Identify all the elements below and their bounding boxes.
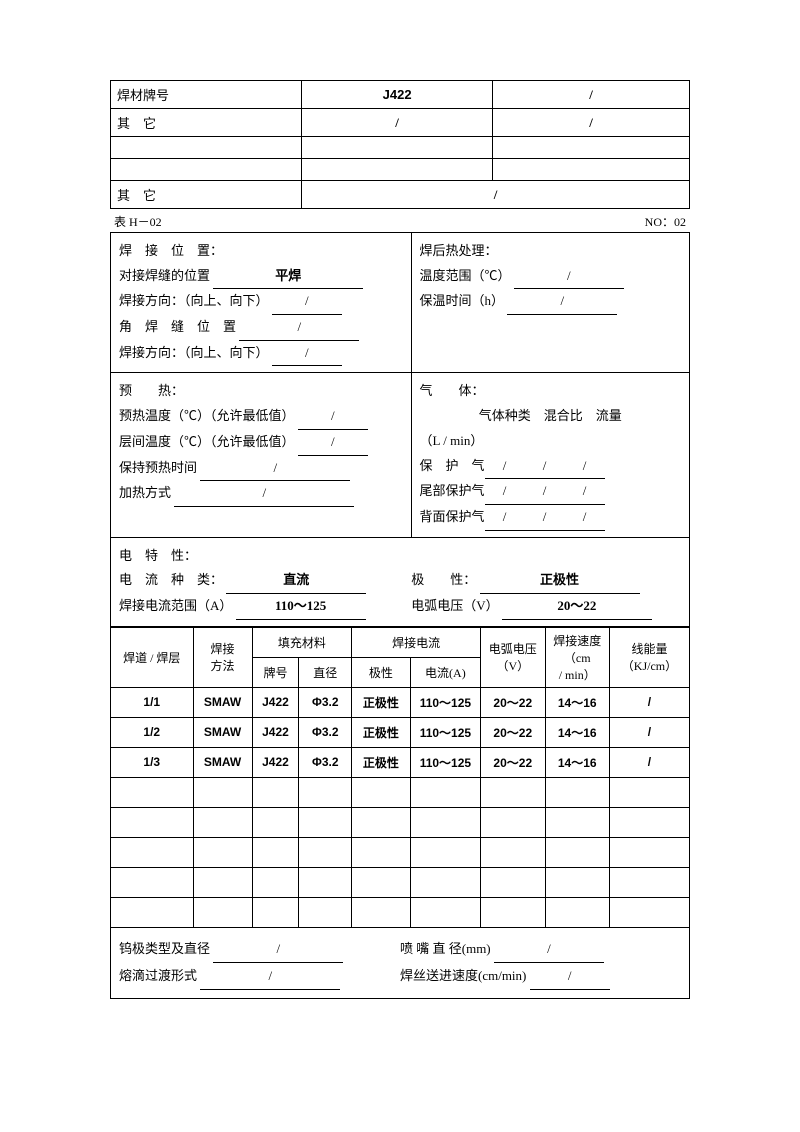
label: 尾部保护气 [420, 479, 485, 505]
label: 焊接方向：（向上、向下） [119, 293, 269, 308]
table-row: 1/1SMAWJ422Φ3.2正极性110～12520～2214～16/ [111, 687, 689, 717]
label: 角 焊 缝 位 置 [119, 319, 236, 334]
preheat-section: 预 热： 预热温度（℃）（允许最低值） / 层间温度（℃）（允许最低值） / 保… [111, 373, 412, 536]
label: 背面保护气 [420, 505, 485, 531]
page-container: 焊材牌号 J422 / 其 它 / / 其 它 / 表 H－02 NO：02 焊… [110, 80, 690, 999]
value: / [272, 289, 342, 315]
cell: / [589, 115, 593, 130]
value: / [494, 936, 604, 963]
label: 电 流 种 类： [119, 572, 223, 587]
label: 层间温度（℃）（允许最低值） [119, 434, 295, 449]
table-row-empty [111, 807, 689, 837]
value: / [200, 456, 350, 482]
label: 钨极类型及直径 [119, 941, 210, 956]
th: 焊道 / 焊层 [123, 651, 180, 665]
bottom-section: 钨极类型及直径 / 熔滴过渡形式 / 喷 嘴 直 径(mm) / 焊丝送进速度(… [111, 928, 689, 998]
label: 熔滴过渡形式 [119, 968, 197, 983]
parameter-table: 焊道 / 焊层 焊接 方法 填充材料 焊接电流 电弧电压 （V） 焊接速度 （c… [111, 627, 689, 928]
value: / [565, 454, 605, 480]
section-title: 焊 接 位 置： [119, 239, 403, 264]
value: 正极性 [480, 568, 640, 594]
value: 110～125 [236, 594, 366, 620]
label: 保 护 气 [420, 454, 485, 480]
table-row: 1/2SMAWJ422Φ3.2正极性110～12520～2214～16/ [111, 717, 689, 747]
label: 保持预热时间 [119, 460, 197, 475]
label: 焊接电流范围（A） [119, 598, 232, 613]
th: 牌号 [263, 666, 287, 680]
value: / [507, 289, 617, 315]
table-label-row: 表 H－02 NO：02 [110, 213, 690, 230]
th: 焊接 方法 [211, 642, 235, 673]
label: 预热温度（℃）（允许最低值） [119, 408, 295, 423]
top-table: 焊材牌号 J422 / 其 它 / / 其 它 / [110, 80, 690, 209]
value: / [525, 479, 565, 505]
th: 焊接电流 [392, 636, 440, 650]
value: / [272, 341, 342, 367]
cell: J422 [383, 87, 412, 102]
value: / [530, 963, 610, 990]
value: 直流 [226, 568, 366, 594]
label: 加热方式 [119, 485, 171, 500]
value: 平焊 [213, 264, 363, 290]
th: 直径 [313, 666, 337, 680]
label: 极 性： [411, 572, 476, 587]
label: 电弧电压（V） [411, 598, 498, 613]
value: / [485, 479, 525, 505]
table-label-right: NO：02 [645, 213, 686, 230]
value: / [485, 505, 525, 531]
table-row-empty [111, 837, 689, 867]
value: / [525, 505, 565, 531]
cell: 焊材牌号 [117, 88, 169, 103]
th: 线能量 （KJ/cm） [622, 642, 677, 673]
electrical-section: 电 特 性： 电 流 种 类： 直流 极 性： 正极性 焊接电流范围（A） 11… [111, 538, 689, 627]
value: 20～22 [502, 594, 652, 620]
section-weld-pwht: 焊 接 位 置： 对接焊缝的位置 平焊 焊接方向：（向上、向下） / 角 焊 缝… [111, 233, 689, 373]
label: 对接焊缝的位置 [119, 268, 210, 283]
pwht-section: 焊后热处理： 温度范围（℃） / 保温时间（h） / [412, 233, 689, 372]
value: / [514, 264, 624, 290]
label: 温度范围（℃） [420, 268, 511, 283]
label: 保温时间（h） [420, 293, 505, 308]
table-row-empty [111, 897, 689, 927]
section-preheat-gas: 预 热： 预热温度（℃）（允许最低值） / 层间温度（℃）（允许最低值） / 保… [111, 373, 689, 537]
value: / [174, 481, 354, 507]
value: / [565, 505, 605, 531]
th: 焊接速度 （cm / min） [553, 634, 601, 682]
cell: 其 它 [117, 188, 156, 203]
th: 极性 [369, 666, 393, 680]
value: / [565, 479, 605, 505]
cell: / [494, 187, 498, 202]
value: / [213, 936, 343, 963]
table-label-left: 表 H－02 [114, 213, 162, 230]
main-box: 焊 接 位 置： 对接焊缝的位置 平焊 焊接方向：（向上、向下） / 角 焊 缝… [110, 232, 690, 999]
table-row-empty [111, 777, 689, 807]
weld-position-section: 焊 接 位 置： 对接焊缝的位置 平焊 焊接方向：（向上、向下） / 角 焊 缝… [111, 233, 412, 372]
label: 喷 嘴 直 径(mm) [400, 941, 491, 956]
cell: / [395, 115, 399, 130]
cell: / [589, 87, 593, 102]
section-title: 预 热： [119, 379, 403, 404]
th: 电弧电压 （V） [489, 642, 537, 673]
value: / [525, 454, 565, 480]
section-title: 焊后热处理： [420, 239, 681, 264]
value: / [200, 963, 340, 990]
section-title: 气 体： [420, 379, 681, 404]
gas-unit: （L / min） [420, 429, 681, 454]
label: 焊接方向：（向上、向下） [119, 345, 269, 360]
value: / [485, 454, 525, 480]
th: 电流(A) [425, 666, 466, 680]
gas-section: 气 体： 气体种类 混合比 流量 （L / min） 保 护 气 / / / 尾… [412, 373, 689, 536]
label: 焊丝送进速度(cm/min) [400, 968, 526, 983]
th: 填充材料 [278, 636, 326, 650]
section-title: 电 特 性： [119, 544, 681, 569]
value: / [298, 430, 368, 456]
value: / [298, 404, 368, 430]
table-row-empty [111, 867, 689, 897]
value: / [239, 315, 359, 341]
table-row: 1/3SMAWJ422Φ3.2正极性110～12520～2214～16/ [111, 747, 689, 777]
gas-header: 气体种类 混合比 流量 [420, 404, 681, 429]
cell: 其 它 [117, 116, 156, 131]
